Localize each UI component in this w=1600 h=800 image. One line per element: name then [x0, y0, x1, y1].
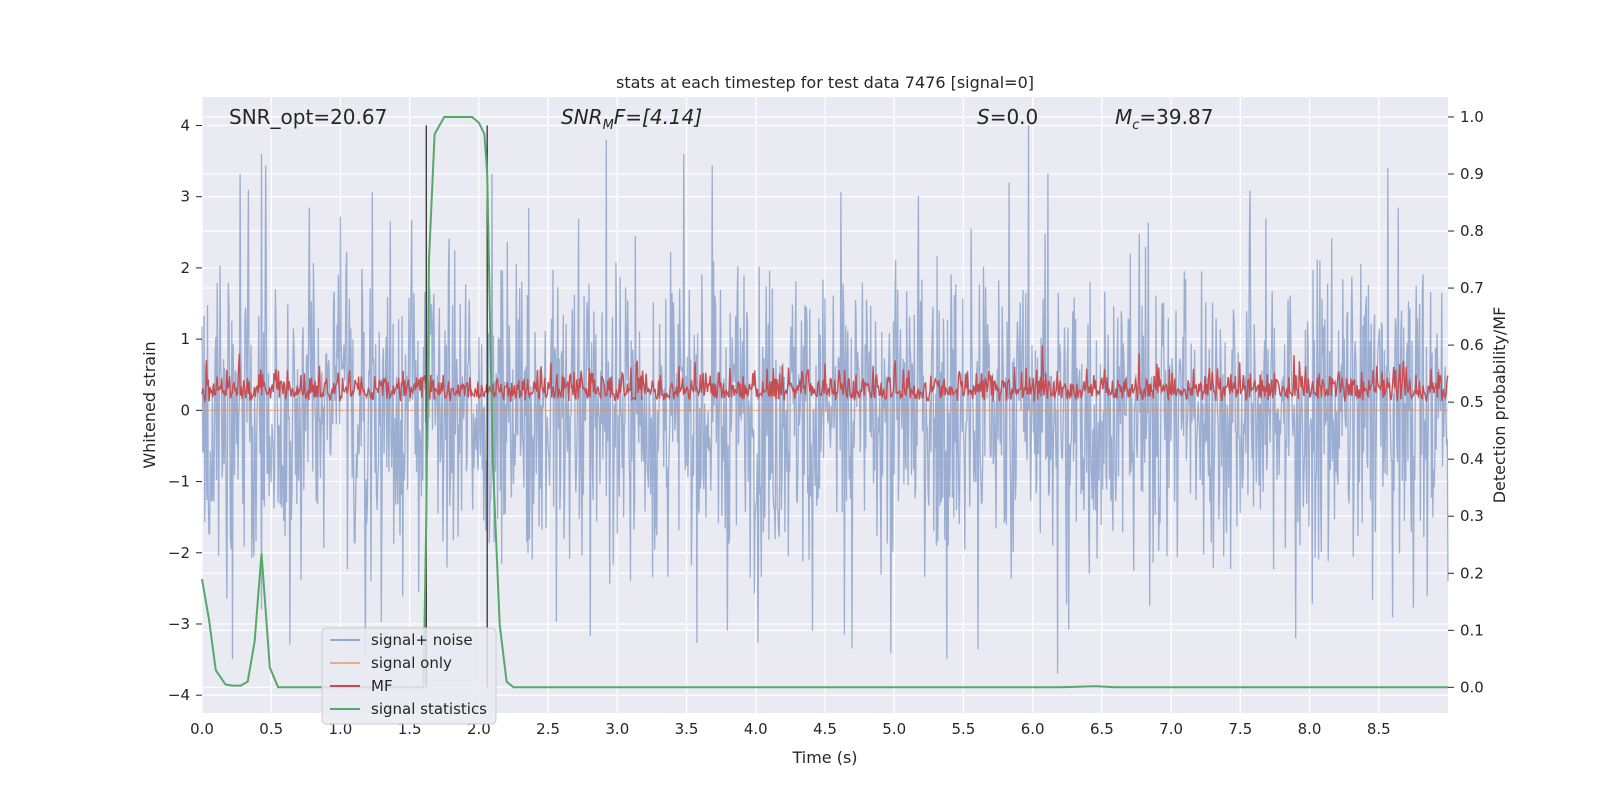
- legend-label-signal-statistics: signal statistics: [371, 700, 487, 718]
- y-tick-label: 0: [180, 401, 190, 419]
- legend-label-mf: MF: [371, 677, 393, 695]
- x-tick-label: 0.5: [259, 720, 283, 738]
- series-signal-noise: [201, 125, 1449, 674]
- chart-title: stats at each timestep for test data 747…: [616, 73, 1034, 92]
- y2-tick-label: 0.8: [1460, 222, 1484, 240]
- mc-rest: =39.87: [1139, 105, 1213, 129]
- y-tick-label: −4: [168, 686, 190, 704]
- x-axis-label: Time (s): [791, 748, 857, 767]
- y2-tick-label: 0.9: [1460, 165, 1484, 183]
- legend-label-signal-noise: signal+ noise: [371, 631, 473, 649]
- x-tick-label: 5.0: [882, 720, 906, 738]
- annotation-snr-opt: SNR_opt=20.67: [229, 105, 387, 129]
- y-tick-label: −3: [168, 615, 190, 633]
- s-main: S: [977, 105, 990, 129]
- x-tick-label: 8.5: [1367, 720, 1391, 738]
- y-axis-label: Whitened strain: [140, 341, 159, 468]
- y2-tick-label: 0.2: [1460, 564, 1484, 582]
- x-tick-label: 7.5: [1228, 720, 1252, 738]
- y2-tick-label: 0.1: [1460, 621, 1484, 639]
- y2-tick-label: 0.6: [1460, 336, 1484, 354]
- x-tick-label: 2.5: [536, 720, 560, 738]
- signal-noise-line: [201, 125, 1449, 674]
- legend-box: [321, 627, 497, 725]
- x-tick-label: 6.5: [1090, 720, 1114, 738]
- y-tick-label: −2: [168, 544, 190, 562]
- y2-tick-label: 1.0: [1460, 108, 1484, 126]
- y2-axis-label: Detection probability/MF: [1490, 307, 1509, 504]
- y2-tick-label: 0.3: [1460, 507, 1484, 525]
- annotation-snr-mf: SNRMF=[4.14]: [561, 105, 702, 133]
- snr-mf-rest: F=[4.14]: [614, 105, 702, 129]
- mc-main: M: [1115, 105, 1132, 129]
- y-tick-label: −1: [168, 473, 190, 491]
- y2-tick-label: 0.0: [1460, 678, 1484, 696]
- series-mf: [201, 345, 1449, 404]
- y2-tick-label: 0.4: [1460, 450, 1484, 468]
- y-tick-label: 1: [180, 330, 190, 348]
- legend-label-signal-only: signal only: [371, 654, 452, 672]
- y2-ticks: 1.0 0.9 0.8 0.7 0.6 0.5 0.4 0.3 0.2 0.1 0.0: [1448, 108, 1484, 696]
- signal-statistics-line: [201, 116, 1448, 689]
- x-tick-label: 3.0: [605, 720, 629, 738]
- x-tick-label: 4.5: [813, 720, 837, 738]
- x-tick-label: 4.0: [744, 720, 768, 738]
- series-signal-statistics: [201, 116, 1448, 689]
- y2-tick-label: 0.7: [1460, 279, 1484, 297]
- s-rest: =0.0: [990, 105, 1039, 129]
- x-tick-label: 0.0: [190, 720, 214, 738]
- x-tick-label: 8.0: [1298, 720, 1322, 738]
- x-tick-label: 5.5: [952, 720, 976, 738]
- x-tick-label: 3.5: [675, 720, 699, 738]
- legend: signal+ noise signal only MF signal stat…: [321, 627, 497, 725]
- mc-sub: c: [1132, 118, 1139, 133]
- annotation-mc: Mc=39.87: [1115, 105, 1213, 133]
- y-tick-label: 2: [180, 259, 190, 277]
- y2-tick-label: 0.5: [1460, 393, 1484, 411]
- x-tick-label: 6.0: [1021, 720, 1045, 738]
- mf-line: [201, 345, 1449, 404]
- annotation-s: S=0.0: [977, 105, 1038, 129]
- y-ticks: 4 3 2 1 0 −1 −2 −3 −4: [168, 116, 202, 704]
- snr-mf-sub: M: [603, 118, 614, 133]
- snr-mf-main: SNR: [561, 105, 603, 129]
- x-tick-label: 7.0: [1159, 720, 1183, 738]
- y-tick-label: 3: [180, 188, 190, 206]
- y-tick-label: 4: [180, 116, 190, 134]
